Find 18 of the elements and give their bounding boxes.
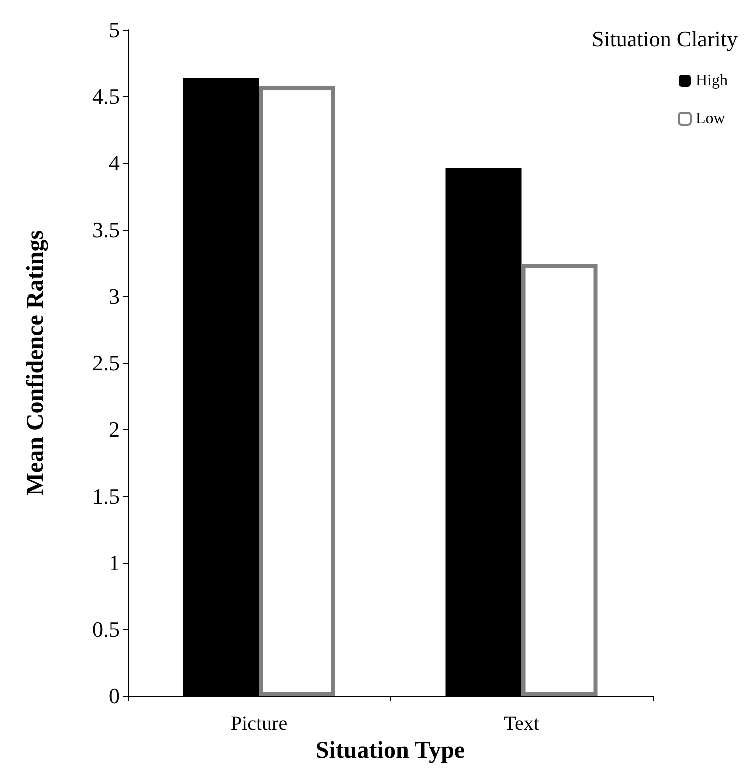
y-tick-label: 0 — [109, 684, 120, 709]
legend-label: Low — [696, 110, 726, 128]
x-axis-title: Situation Type — [316, 738, 466, 764]
y-tick-label: 2 — [109, 417, 120, 442]
y-axis-title: Mean Confidence Ratings — [23, 230, 49, 496]
x-tick-label: Picture — [230, 713, 288, 736]
y-tick-label: 3.5 — [92, 217, 120, 242]
legend-title: Situation Clarity — [592, 26, 738, 52]
y-tick-label: 3 — [109, 284, 120, 309]
legend-label: High — [696, 72, 728, 90]
x-tick-label: Text — [504, 713, 540, 736]
y-tick-label: 2.5 — [92, 350, 120, 376]
y-tick-label: 4 — [109, 150, 120, 176]
y-tick-label: 0.5 — [92, 616, 120, 642]
y-tick-label: 5 — [109, 18, 120, 42]
y-tick-label: 1.5 — [92, 484, 120, 509]
y-tick-label: 4.5 — [92, 84, 120, 110]
y-tick-label: 1 — [109, 550, 120, 576]
